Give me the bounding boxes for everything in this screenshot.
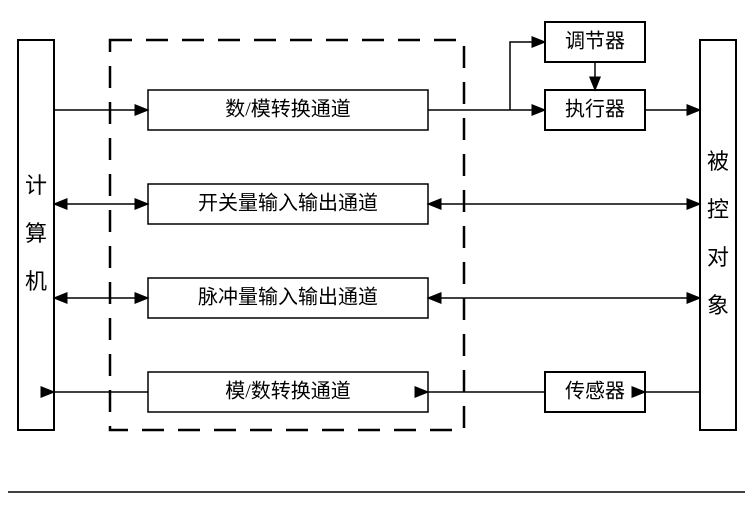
edge-2 <box>510 42 545 110</box>
label-actuator: 执行器 <box>565 98 625 121</box>
label-plant-2: 对 <box>707 245 729 270</box>
label-regulator: 调节器 <box>565 30 625 53</box>
label-ch_ad: 模/数转换通道 <box>225 380 351 403</box>
diagram-canvas: 计算机 数/模转换通道开关量输入输出通道脉冲量输入输出通道模/数转换通道 调节器执行… <box>0 0 753 512</box>
label-plant-0: 被 <box>707 149 729 174</box>
label-computer-2: 机 <box>25 269 47 294</box>
label-computer-1: 算 <box>25 221 47 246</box>
label-ch_pulse: 脉冲量输入输出通道 <box>198 286 378 309</box>
label-plant-3: 象 <box>707 293 729 318</box>
label-ch_switch: 开关量输入输出通道 <box>198 192 378 215</box>
label-ch_da: 数/模转换通道 <box>225 98 351 121</box>
label-computer-0: 计 <box>25 173 47 198</box>
node-plant <box>700 40 736 430</box>
label-plant-1: 控 <box>707 197 729 222</box>
label-sensor: 传感器 <box>565 380 625 403</box>
